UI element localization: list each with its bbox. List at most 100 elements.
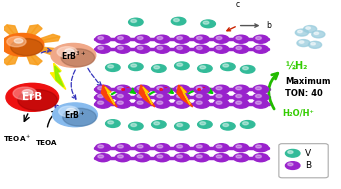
Circle shape [194,35,209,43]
Circle shape [7,36,26,47]
Polygon shape [7,25,23,45]
Circle shape [115,154,130,162]
Text: a: a [216,35,221,44]
Polygon shape [143,87,152,104]
Circle shape [253,144,268,152]
Circle shape [196,46,202,50]
Text: H₂O/H⁺: H₂O/H⁺ [282,108,314,118]
Circle shape [154,100,170,108]
Circle shape [135,154,150,162]
Circle shape [174,144,190,152]
Circle shape [65,49,74,53]
Circle shape [129,122,143,130]
Circle shape [216,145,222,148]
Circle shape [256,36,262,40]
Circle shape [14,39,23,43]
Circle shape [200,66,206,69]
Circle shape [236,101,242,104]
Circle shape [157,36,163,40]
Text: V: V [305,149,311,158]
Circle shape [117,94,123,98]
Circle shape [214,45,229,53]
Text: e$^-$: e$^-$ [196,86,207,94]
Circle shape [255,87,262,90]
Circle shape [303,26,317,33]
Text: ½H₂: ½H₂ [285,61,308,71]
Circle shape [57,47,77,57]
Circle shape [213,93,229,101]
Circle shape [196,101,202,104]
Polygon shape [0,45,23,53]
Circle shape [177,101,182,104]
Circle shape [108,65,114,68]
Circle shape [137,46,143,50]
Circle shape [256,155,262,158]
Circle shape [256,46,262,50]
Circle shape [236,46,242,50]
Circle shape [129,63,143,70]
Circle shape [18,90,57,111]
Circle shape [154,85,170,94]
Polygon shape [3,25,23,45]
Circle shape [98,87,104,90]
Circle shape [98,145,104,148]
Circle shape [298,30,302,33]
Circle shape [98,155,104,158]
Polygon shape [23,45,42,65]
Circle shape [135,45,150,53]
Circle shape [221,122,235,130]
Polygon shape [23,45,38,65]
Circle shape [236,87,242,90]
Circle shape [236,94,242,98]
Circle shape [154,154,170,162]
Circle shape [137,155,143,158]
Circle shape [95,100,111,108]
Text: e$^-$: e$^-$ [120,86,130,94]
Circle shape [174,45,190,53]
Circle shape [216,155,222,158]
Circle shape [196,94,202,98]
Circle shape [174,100,190,108]
Circle shape [311,43,315,45]
Circle shape [115,144,130,152]
Circle shape [154,45,170,53]
Polygon shape [105,87,115,104]
Circle shape [223,64,228,67]
Circle shape [216,94,222,98]
Circle shape [154,93,170,101]
Circle shape [98,46,104,50]
Circle shape [214,154,229,162]
Circle shape [255,101,262,104]
Circle shape [129,18,143,26]
Polygon shape [50,63,66,89]
Circle shape [131,19,137,22]
Circle shape [299,41,304,43]
Circle shape [117,87,123,90]
Circle shape [115,85,131,94]
Circle shape [59,106,79,117]
Polygon shape [0,36,23,45]
Circle shape [177,94,182,98]
Polygon shape [139,85,155,107]
Circle shape [11,39,43,56]
Circle shape [223,123,228,127]
Circle shape [255,94,262,98]
Circle shape [233,85,249,94]
Circle shape [234,144,249,152]
Circle shape [137,87,143,90]
Circle shape [253,85,269,94]
Circle shape [63,108,96,126]
Text: e$^-$: e$^-$ [158,86,168,94]
Circle shape [256,145,262,148]
Circle shape [194,100,209,108]
Circle shape [115,93,131,101]
Polygon shape [55,66,63,87]
Circle shape [194,144,209,152]
Circle shape [175,122,189,130]
Circle shape [131,123,137,127]
Circle shape [98,94,104,98]
Circle shape [194,45,209,53]
Polygon shape [23,45,60,55]
Polygon shape [3,45,23,65]
Circle shape [157,46,163,50]
